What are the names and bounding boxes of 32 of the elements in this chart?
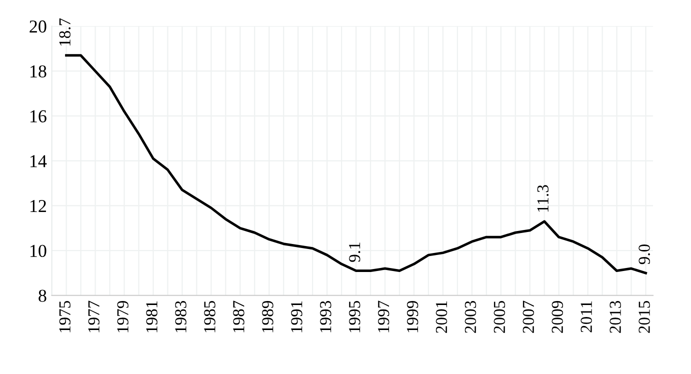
y-tick-label: 8: [38, 290, 46, 302]
x-tick-label: 1989: [262, 301, 274, 332]
x-tick-label: 2009: [552, 301, 564, 333]
y-tick-label: 12: [30, 200, 46, 212]
x-tick-label: 1979: [117, 301, 128, 332]
x-tick-label: 1987: [233, 300, 244, 332]
x-tick-label: 1993: [320, 300, 332, 332]
x-tick-label: 1995: [349, 300, 360, 332]
x-tick-label: 1999: [406, 301, 418, 332]
x-tick-label: 1983: [175, 300, 186, 332]
x-tick-label: 1975: [59, 300, 70, 332]
x-tick-label: 2013: [610, 300, 621, 333]
y-tick-label: 10: [30, 244, 46, 258]
x-tick-label: 1977: [88, 300, 100, 332]
x-tick-label: 1985: [204, 300, 216, 332]
data-label: 11.3: [537, 185, 549, 212]
x-tick-label: 2011: [580, 301, 592, 332]
x-tick-label: 2005: [494, 300, 506, 333]
x-tick-label: 2007: [522, 300, 534, 333]
data-label: 18.7: [59, 18, 71, 46]
data-label: 9.1: [349, 242, 360, 262]
y-tick-label: 20: [30, 20, 46, 33]
y-tick-label: 18: [30, 65, 46, 78]
x-tick-label: 1997: [378, 300, 390, 332]
x-tick-label: 1981: [146, 301, 158, 332]
x-tick-label: 2015: [638, 300, 650, 333]
x-tick-label: 2003: [464, 300, 476, 333]
y-tick-label: 14: [30, 155, 47, 168]
x-tick-label: 2001: [436, 301, 448, 333]
y-tick-label: 16: [30, 110, 46, 122]
x-tick-label: 1991: [291, 301, 302, 332]
data-label: 9.0: [638, 244, 650, 264]
